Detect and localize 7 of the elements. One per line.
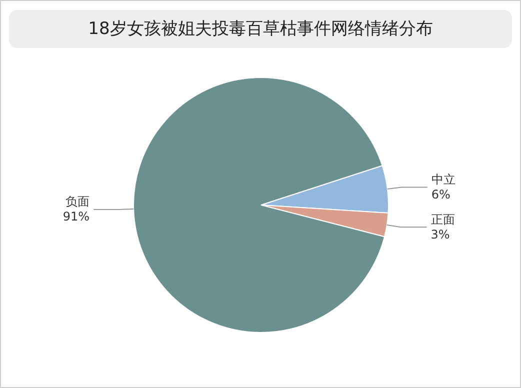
chart-title: 18岁女孩被姐夫投毒百草枯事件网络情绪分布: [9, 10, 512, 48]
data-label: 6%: [431, 187, 450, 202]
data-label: 91%: [62, 210, 90, 224]
slice-label: 中立: [431, 172, 456, 186]
slice-label: 负面: [66, 194, 90, 209]
slice-label: 正面: [430, 212, 455, 226]
data-label: 3%: [430, 227, 450, 242]
